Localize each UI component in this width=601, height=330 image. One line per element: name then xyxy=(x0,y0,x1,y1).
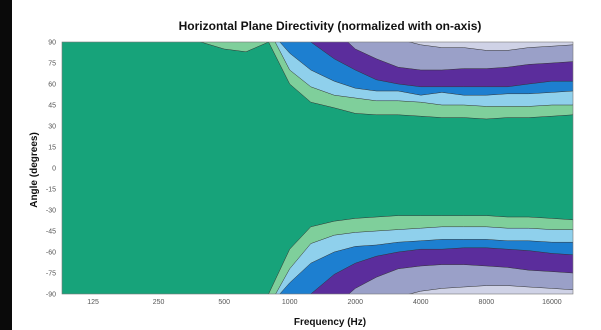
x-tick-label: 8000 xyxy=(479,299,495,306)
y-tick-label: 60 xyxy=(48,82,56,89)
y-tick-label: -60 xyxy=(46,250,56,257)
x-tick-label: 1000 xyxy=(282,299,298,306)
y-tick-label: -15 xyxy=(46,187,56,194)
chart-title: Horizontal Plane Directivity (normalized… xyxy=(179,19,482,33)
left-border xyxy=(0,0,12,330)
y-tick-label: -30 xyxy=(46,208,56,215)
lower-contour-level-7 xyxy=(408,285,573,294)
x-tick-label: 125 xyxy=(87,299,99,306)
x-tick-label: 500 xyxy=(218,299,230,306)
y-tick-label: -90 xyxy=(46,292,56,299)
x-tick-label: 2000 xyxy=(347,299,363,306)
x-tick-label: 250 xyxy=(153,299,165,306)
y-tick-label: 30 xyxy=(48,124,56,131)
y-tick-label: -45 xyxy=(46,229,56,236)
y-tick-label: -75 xyxy=(46,271,56,278)
y-tick-label: 90 xyxy=(48,40,56,47)
plot-frame xyxy=(61,41,574,295)
y-tick-label: 0 xyxy=(52,166,56,173)
y-axis-label: Angle (degrees) xyxy=(29,132,40,208)
x-tick-label: 16000 xyxy=(542,299,562,306)
y-tick-label: 75 xyxy=(48,61,56,68)
y-tick-label: 15 xyxy=(48,145,56,152)
x-axis-ticks: 125 250 500 1000 2000 4000 8000 16000 xyxy=(87,299,562,306)
contour-bands xyxy=(199,42,573,294)
y-tick-label: 45 xyxy=(48,103,56,110)
y-axis-ticks: 90 75 60 45 30 15 0 -15 -30 -45 -60 -75 -90 xyxy=(46,40,56,299)
x-axis-label: Frequency (Hz) xyxy=(294,317,366,328)
x-tick-label: 4000 xyxy=(413,299,429,306)
upper-contour-level-7 xyxy=(408,42,573,51)
plot-area xyxy=(61,41,574,295)
